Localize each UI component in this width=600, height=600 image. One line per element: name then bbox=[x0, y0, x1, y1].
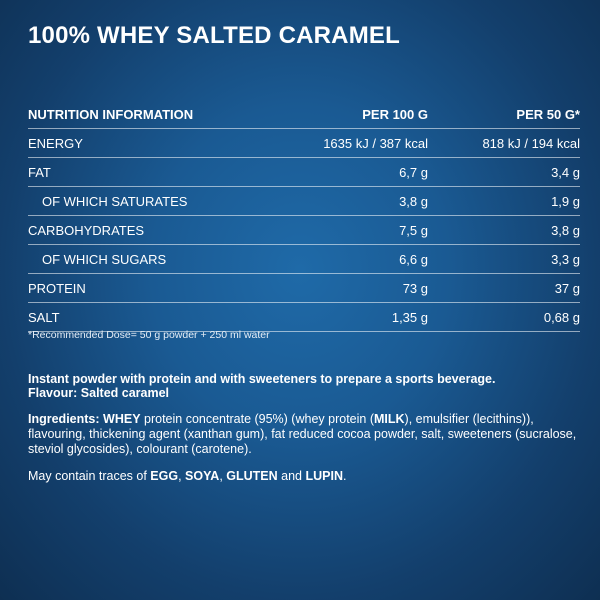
dose-footnote: *Recommended Dose= 50 g powder + 250 ml … bbox=[28, 329, 270, 341]
table-row: OF WHICH SUGARS 6,6 g 3,3 g bbox=[28, 245, 580, 274]
table-row: FAT 6,7 g 3,4 g bbox=[28, 158, 580, 187]
row-label: OF WHICH SUGARS bbox=[42, 251, 167, 267]
header-label: NUTRITION INFORMATION bbox=[28, 106, 194, 122]
row-per-100g: 6,7 g bbox=[399, 164, 428, 180]
row-label: SALT bbox=[28, 309, 60, 325]
allergen-whey: WHEY bbox=[103, 412, 141, 426]
row-per-100g: 73 g bbox=[402, 280, 428, 296]
table-header-row: NUTRITION INFORMATION PER 100 G PER 50 G… bbox=[28, 100, 580, 129]
row-per-50g: 3,3 g bbox=[551, 251, 580, 267]
row-per-100g: 3,8 g bbox=[399, 193, 428, 209]
flavour-line: Flavour: Salted caramel bbox=[28, 386, 170, 400]
allergen-milk: MILK bbox=[373, 412, 405, 426]
separator: , bbox=[219, 469, 227, 483]
row-per-100g: 6,6 g bbox=[399, 251, 428, 267]
row-per-100g: 1635 kJ / 387 kcal bbox=[323, 135, 428, 151]
description-line: Instant powder with protein and with swe… bbox=[28, 372, 496, 386]
row-label: ENERGY bbox=[28, 135, 83, 151]
row-label: OF WHICH SATURATES bbox=[42, 193, 188, 209]
allergen-egg: EGG bbox=[150, 469, 179, 483]
allergen-gluten: GLUTEN bbox=[226, 469, 278, 483]
page-title: 100% WHEY SALTED CARAMEL bbox=[28, 22, 400, 49]
row-per-50g: 1,9 g bbox=[551, 193, 580, 209]
ingredients-label: Ingredients: bbox=[28, 412, 100, 426]
table-row: PROTEIN 73 g 37 g bbox=[28, 274, 580, 303]
ingredients-part: ), emulsifier (lecithins)), flavouring, … bbox=[28, 412, 577, 456]
allergen-lupin: LUPIN bbox=[305, 469, 343, 483]
table-row: OF WHICH SATURATES 3,8 g 1,9 g bbox=[28, 187, 580, 216]
separator: , bbox=[178, 469, 186, 483]
row-label: FAT bbox=[28, 164, 51, 180]
row-per-100g: 7,5 g bbox=[399, 222, 428, 238]
table-row: ENERGY 1635 kJ / 387 kcal 818 kJ / 194 k… bbox=[28, 129, 580, 158]
row-label: PROTEIN bbox=[28, 280, 86, 296]
nutrition-table: NUTRITION INFORMATION PER 100 G PER 50 G… bbox=[28, 100, 580, 332]
row-per-50g: 818 kJ / 194 kcal bbox=[482, 135, 580, 151]
row-per-50g: 3,8 g bbox=[551, 222, 580, 238]
row-per-50g: 3,4 g bbox=[551, 164, 580, 180]
product-description: Instant powder with protein and with swe… bbox=[28, 372, 578, 400]
header-per-100g: PER 100 G bbox=[362, 106, 428, 122]
traces-prefix: May contain traces of bbox=[28, 469, 151, 483]
conjunction: and bbox=[277, 469, 306, 483]
period: . bbox=[342, 469, 347, 483]
header-per-50g: PER 50 G* bbox=[516, 106, 580, 122]
row-per-50g: 0,68 g bbox=[543, 309, 580, 325]
traces-text: May contain traces of EGG, SOYA, GLUTEN … bbox=[28, 469, 580, 484]
ingredients-text: Ingredients: WHEY protein concentrate (9… bbox=[28, 412, 580, 457]
row-per-50g: 37 g bbox=[554, 280, 580, 296]
table-row: SALT 1,35 g 0,68 g bbox=[28, 303, 580, 332]
table-row: CARBOHYDRATES 7,5 g 3,8 g bbox=[28, 216, 580, 245]
row-per-100g: 1,35 g bbox=[391, 309, 428, 325]
ingredients-part: protein concentrate (95%) (whey protein … bbox=[140, 412, 374, 426]
allergen-soya: SOYA bbox=[185, 469, 220, 483]
row-label: CARBOHYDRATES bbox=[28, 222, 145, 238]
